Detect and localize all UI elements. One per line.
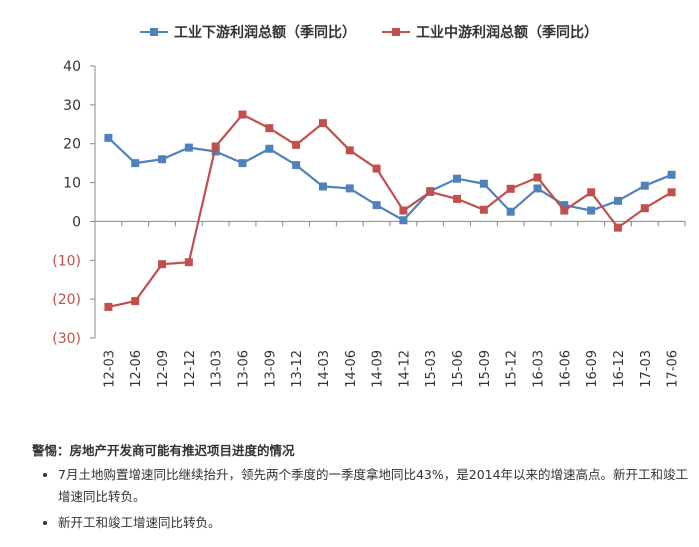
data-point-downstream bbox=[131, 159, 140, 168]
series-line-downstream bbox=[107, 137, 673, 222]
data-point-downstream bbox=[372, 201, 381, 210]
x-tick-label: 15-06 bbox=[451, 350, 466, 388]
data-point-midstream bbox=[238, 110, 247, 119]
data-point-downstream bbox=[453, 174, 462, 183]
legend-label-downstream: 工业下游利润总额（季同比） bbox=[174, 25, 356, 41]
data-point-midstream bbox=[587, 188, 596, 197]
data-point-downstream bbox=[292, 161, 301, 170]
data-point-downstream bbox=[667, 170, 676, 179]
line-chart: 40 30 20 10 0 (10) (20) (30) 12-03 12-06 12-09 12-1… bbox=[52, 59, 686, 388]
x-tick-label: 12-12 bbox=[183, 350, 198, 388]
data-point-downstream bbox=[399, 216, 408, 225]
x-tick-label: 16-12 bbox=[612, 350, 627, 388]
legend-swatch-midstream bbox=[382, 28, 410, 36]
data-point-midstream bbox=[372, 164, 381, 173]
data-point-midstream bbox=[211, 142, 220, 151]
x-tick-label: 12-06 bbox=[129, 350, 144, 388]
y-tick-label: (20) bbox=[52, 292, 81, 308]
data-point-midstream bbox=[640, 204, 649, 213]
data-point-downstream bbox=[318, 182, 327, 191]
data-point-downstream bbox=[265, 144, 274, 153]
x-tick-label: 14-06 bbox=[344, 350, 359, 388]
x-tick-label: 14-12 bbox=[397, 350, 412, 388]
x-tick-label: 17-03 bbox=[639, 350, 654, 388]
data-point-midstream bbox=[318, 119, 327, 128]
y-tick-label: 10 bbox=[63, 176, 81, 192]
data-point-midstream bbox=[613, 223, 622, 232]
x-tick-label: 13-03 bbox=[210, 350, 225, 388]
data-point-midstream bbox=[667, 188, 676, 197]
notes-list: 7月土地购置增速同比继续抬升，领先两个季度的一季度拿地同比43%，是2014年以… bbox=[32, 464, 692, 534]
x-tick-label: 14-09 bbox=[371, 350, 386, 388]
data-point-midstream bbox=[533, 173, 542, 182]
y-tick-label: 40 bbox=[63, 59, 81, 75]
data-point-midstream bbox=[292, 140, 301, 149]
x-tick-label: 12-09 bbox=[156, 350, 171, 388]
data-point-midstream bbox=[560, 206, 569, 215]
data-point-midstream bbox=[184, 258, 193, 267]
data-point-midstream bbox=[345, 146, 354, 155]
legend-item-midstream: 工业中游利润总额（季同比） bbox=[382, 22, 598, 42]
x-tick-label: 13-12 bbox=[290, 350, 305, 388]
data-point-downstream bbox=[345, 184, 354, 193]
x-tick-label: 17-06 bbox=[666, 350, 681, 388]
legend-swatch-downstream bbox=[140, 28, 168, 36]
x-tick-label: 16-09 bbox=[585, 350, 600, 388]
data-point-midstream bbox=[453, 194, 462, 203]
data-point-midstream bbox=[399, 206, 408, 215]
y-tick-label: (10) bbox=[52, 253, 81, 269]
x-tick-label: 13-09 bbox=[263, 350, 278, 388]
data-point-downstream bbox=[587, 206, 596, 215]
x-tick-label: 13-06 bbox=[237, 350, 252, 388]
y-tick-label: 30 bbox=[63, 98, 81, 114]
data-point-downstream bbox=[613, 196, 622, 205]
data-point-downstream bbox=[184, 143, 193, 152]
notes-section: 警惕：房地产开发商可能有推迟项目进度的情况 7月土地购置增速同比继续抬升，领先两… bbox=[32, 440, 692, 538]
data-point-midstream bbox=[506, 184, 515, 193]
data-point-midstream bbox=[265, 124, 274, 133]
data-point-downstream bbox=[238, 159, 247, 168]
data-point-downstream bbox=[560, 201, 569, 210]
data-point-midstream bbox=[479, 205, 488, 214]
data-point-downstream bbox=[104, 133, 113, 142]
x-tick-label: 15-12 bbox=[505, 350, 520, 388]
notes-bullet: 7月土地购置增速同比继续抬升，领先两个季度的一季度拿地同比43%，是2014年以… bbox=[58, 464, 692, 508]
data-point-midstream bbox=[131, 297, 140, 306]
series-line-midstream bbox=[108, 113, 673, 308]
chart-legend: 工业下游利润总额（季同比） 工业中游利润总额（季同比） bbox=[140, 22, 598, 42]
legend-item-downstream: 工业下游利润总额（季同比） bbox=[140, 22, 356, 42]
legend-label-midstream: 工业中游利润总额（季同比） bbox=[416, 25, 598, 41]
y-tick-label: 0 bbox=[72, 214, 81, 230]
x-tick-label: 15-09 bbox=[478, 350, 493, 388]
y-tick-label: (30) bbox=[52, 331, 81, 347]
data-point-downstream bbox=[533, 184, 542, 193]
notes-bullet: 新开工和竣工增速同比转负。 bbox=[58, 512, 692, 534]
notes-title: 警惕：房地产开发商可能有推迟项目进度的情况 bbox=[32, 443, 295, 458]
x-tick-label: 16-03 bbox=[532, 350, 547, 388]
data-point-midstream bbox=[426, 187, 435, 196]
x-tick-label: 15-03 bbox=[424, 350, 439, 388]
data-point-downstream bbox=[211, 147, 220, 156]
data-point-downstream bbox=[640, 181, 649, 190]
data-point-downstream bbox=[506, 207, 515, 216]
data-point-downstream bbox=[479, 179, 488, 188]
x-tick-label: 12-03 bbox=[102, 350, 117, 388]
data-point-downstream bbox=[158, 155, 167, 164]
data-point-midstream bbox=[158, 260, 167, 269]
x-tick-label: 16-06 bbox=[558, 350, 573, 388]
y-tick-label: 20 bbox=[63, 137, 81, 153]
data-point-midstream bbox=[104, 302, 113, 311]
x-tick-label: 14-03 bbox=[317, 350, 332, 388]
